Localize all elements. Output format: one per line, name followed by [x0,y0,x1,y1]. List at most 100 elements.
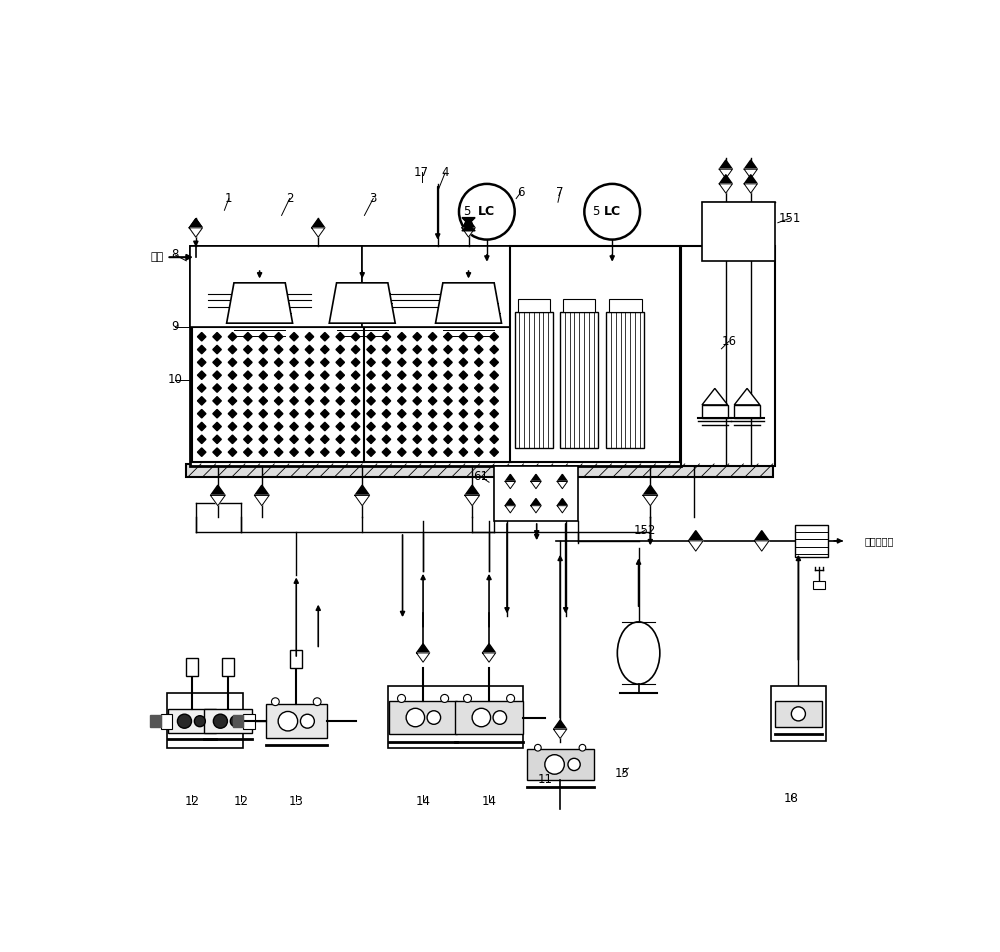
Text: 7: 7 [556,187,564,199]
Polygon shape [259,397,268,406]
Polygon shape [416,653,430,663]
Polygon shape [274,448,283,456]
Polygon shape [719,160,732,169]
Text: 17: 17 [414,166,429,179]
Bar [563,299,595,312]
Polygon shape [336,371,344,380]
Polygon shape [213,409,221,418]
Polygon shape [367,423,375,430]
Polygon shape [329,283,395,323]
Polygon shape [465,486,480,495]
Polygon shape [459,448,468,456]
Polygon shape [259,409,268,418]
Polygon shape [336,384,344,392]
Bar [609,299,642,312]
Polygon shape [336,409,344,418]
Polygon shape [290,409,298,418]
Polygon shape [351,397,360,406]
Polygon shape [336,397,344,406]
Polygon shape [398,423,406,430]
Polygon shape [228,423,237,430]
Ellipse shape [617,622,660,684]
Polygon shape [643,495,658,506]
Polygon shape [244,409,252,418]
Polygon shape [321,409,329,418]
Polygon shape [336,448,344,456]
Polygon shape [259,448,268,456]
Polygon shape [321,448,329,456]
Bar [192,327,511,463]
Polygon shape [244,358,252,367]
Polygon shape [351,448,360,456]
Text: 18: 18 [784,792,798,805]
Polygon shape [305,435,314,444]
Polygon shape [413,332,421,341]
Polygon shape [290,435,298,444]
Circle shape [463,694,471,703]
Polygon shape [244,435,252,444]
Polygon shape [367,397,375,406]
Polygon shape [465,495,480,506]
Bar [190,247,681,466]
Text: 9: 9 [172,320,179,333]
Text: 8: 8 [172,248,179,262]
Polygon shape [444,346,452,354]
Polygon shape [189,228,202,237]
Polygon shape [734,388,760,405]
Polygon shape [351,384,360,392]
Polygon shape [228,346,237,354]
Polygon shape [444,332,452,341]
Polygon shape [482,644,496,653]
Bar [243,714,255,728]
Circle shape [507,694,515,703]
Bar [190,247,362,327]
Polygon shape [274,346,283,354]
Polygon shape [351,423,360,430]
Text: 2: 2 [286,192,293,205]
Polygon shape [227,283,293,323]
Polygon shape [259,384,268,392]
Polygon shape [557,474,567,482]
Polygon shape [290,423,298,430]
Polygon shape [305,358,314,367]
Polygon shape [244,371,252,380]
Polygon shape [244,397,252,406]
Polygon shape [312,228,325,237]
Polygon shape [444,384,452,392]
Polygon shape [490,371,498,380]
Bar [290,649,302,668]
Circle shape [459,184,515,240]
Polygon shape [290,371,298,380]
Polygon shape [197,448,206,456]
Polygon shape [367,346,375,354]
Polygon shape [413,358,421,367]
Polygon shape [197,435,206,444]
Text: 14: 14 [482,795,497,807]
Polygon shape [459,346,468,354]
Polygon shape [475,423,483,430]
Polygon shape [475,448,483,456]
Bar [606,312,644,447]
Polygon shape [490,397,498,406]
Polygon shape [475,384,483,392]
Polygon shape [688,541,703,551]
Circle shape [584,184,640,240]
Circle shape [278,711,298,731]
Circle shape [493,711,507,724]
Polygon shape [274,384,283,392]
Circle shape [535,744,541,751]
Text: 4: 4 [441,167,449,179]
Circle shape [427,711,441,724]
Polygon shape [259,358,268,367]
Polygon shape [351,435,360,444]
Polygon shape [197,358,206,367]
Polygon shape [290,332,298,341]
Polygon shape [462,228,475,237]
Polygon shape [189,228,202,237]
Polygon shape [150,715,161,727]
Polygon shape [197,371,206,380]
Polygon shape [228,332,237,341]
Polygon shape [367,448,375,456]
Polygon shape [305,332,314,341]
Circle shape [213,714,227,728]
